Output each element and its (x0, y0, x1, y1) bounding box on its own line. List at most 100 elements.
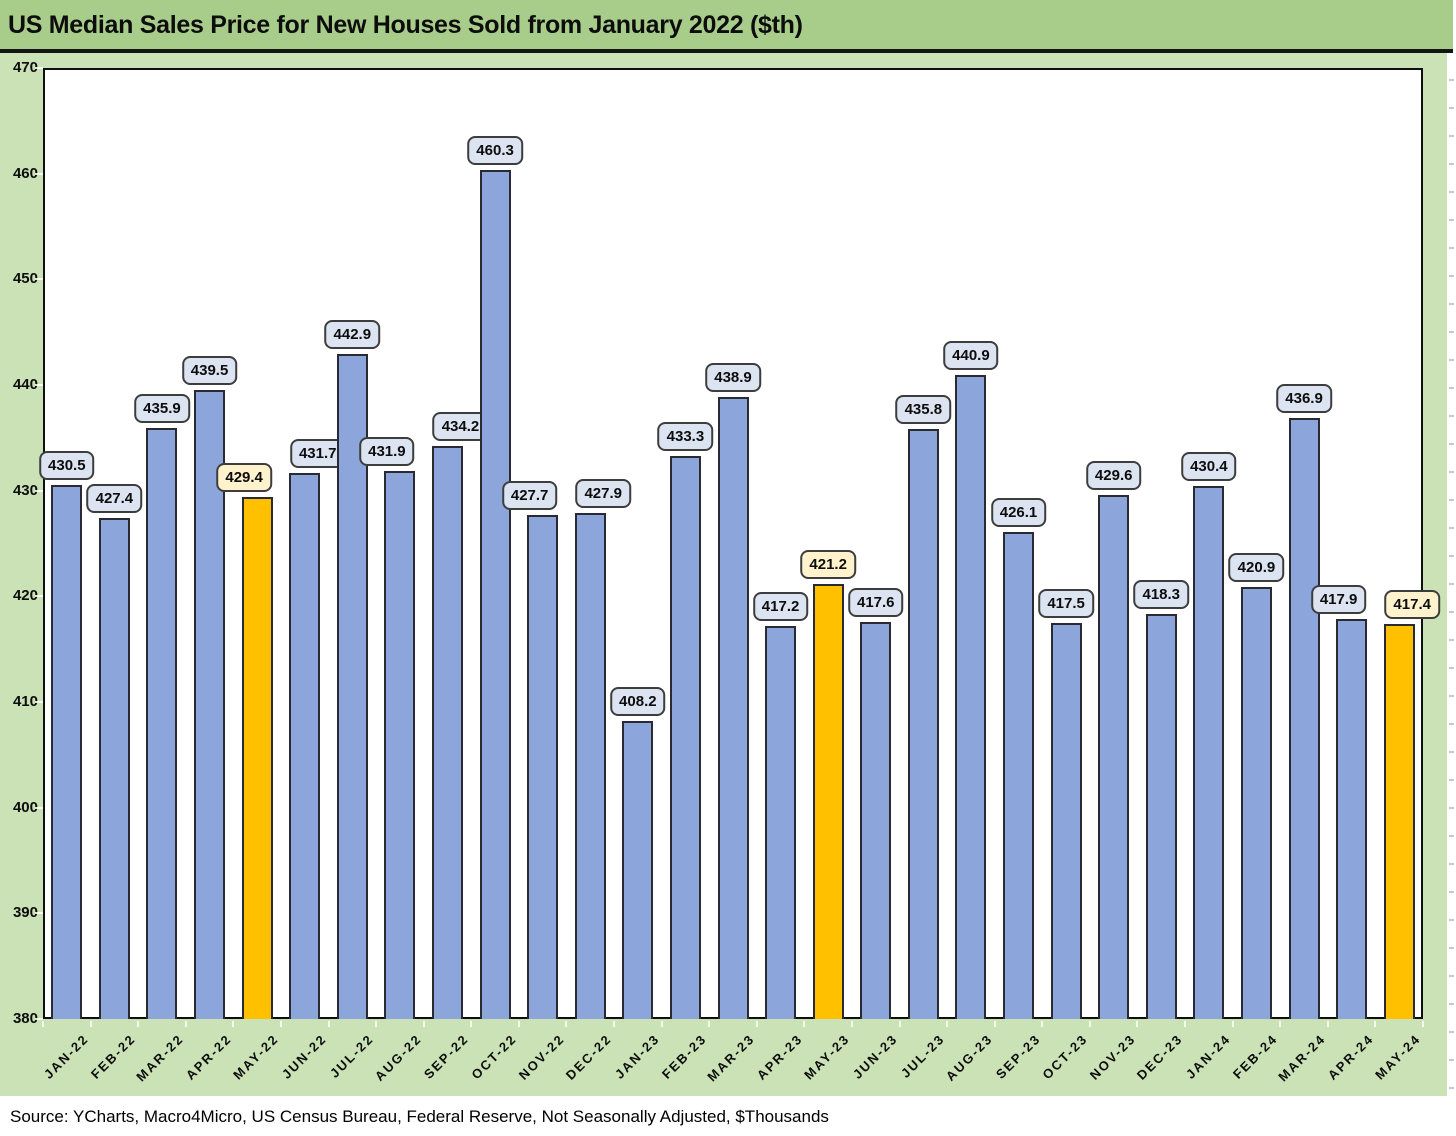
bar-value-label: 442.9 (324, 320, 381, 350)
x-axis-tick (1374, 1021, 1377, 1027)
x-axis-tick (1041, 1021, 1044, 1027)
bar (289, 472, 321, 1019)
bar-value-label: 427.7 (501, 480, 558, 510)
x-axis-tick (898, 1021, 901, 1027)
bar (336, 354, 368, 1019)
bar (98, 518, 130, 1019)
x-axis-tick (850, 1021, 853, 1027)
bar-value-label: 420.9 (1228, 552, 1285, 582)
bar-value-label: 435.9 (134, 394, 190, 424)
x-axis-tick (517, 1021, 520, 1027)
bar (1098, 494, 1130, 1019)
x-axis-tick (470, 1021, 473, 1027)
x-axis-tick (137, 1021, 140, 1027)
x-axis-tick (422, 1021, 425, 1027)
y-axis-label: 390 (12, 904, 38, 922)
x-axis-tick (1326, 1021, 1329, 1027)
x-axis-tick (1422, 1021, 1424, 1027)
bar (1193, 486, 1225, 1019)
bar (955, 375, 987, 1019)
bar-value-label: 438.9 (705, 362, 761, 392)
bar-value-label: 418.3 (1133, 580, 1190, 610)
bar (907, 429, 939, 1019)
bar-highlighted (241, 497, 273, 1019)
chart-title: US Median Sales Price for New Houses Sol… (8, 11, 803, 39)
bar-value-label: 433.3 (657, 421, 714, 451)
y-axis-tick (35, 806, 43, 809)
bar-value-label: 439.5 (181, 356, 238, 386)
y-axis-tick (35, 384, 43, 386)
bar-value-label: 431.9 (359, 436, 415, 466)
bar (1240, 586, 1272, 1019)
bar-value-label: 436.9 (1276, 383, 1332, 413)
bar-value-label: 435.8 (895, 395, 952, 425)
right-edge-gridmarks (1447, 53, 1456, 1096)
bar-value-label: 427.9 (575, 478, 632, 508)
bar-value-label: 427.4 (86, 484, 143, 514)
bar (669, 455, 701, 1019)
y-axis-label: 440 (12, 376, 38, 393)
x-axis-tick (327, 1021, 330, 1027)
y-axis-label: 400 (12, 798, 38, 816)
x-axis-tick (232, 1021, 235, 1027)
bar (1336, 618, 1368, 1019)
bar (1050, 622, 1082, 1019)
bar (146, 428, 178, 1019)
y-axis-tick (35, 172, 43, 175)
bar-value-label: 460.3 (467, 136, 523, 166)
bar-highlighted (1383, 623, 1415, 1019)
x-axis-tick (993, 1021, 996, 1027)
x-axis-tick (613, 1021, 616, 1027)
bar-highlighted (812, 583, 844, 1019)
bar-value-label: 417.2 (752, 591, 809, 621)
bar (717, 396, 749, 1019)
title-underline (0, 49, 1453, 53)
bar (1288, 417, 1320, 1019)
bar-value-label: 440.9 (943, 341, 999, 371)
bar (479, 170, 511, 1019)
y-axis-label: 420 (12, 587, 38, 605)
chart-title-band: US Median Sales Price for New Houses Sol… (0, 0, 1453, 49)
bar (431, 446, 463, 1019)
bar (51, 485, 83, 1019)
source-note: Source: YCharts, Macro4Micro, US Census … (10, 1107, 829, 1126)
bar-value-label: 430.4 (1181, 452, 1237, 482)
bar (765, 625, 797, 1019)
bar-value-label: 429.6 (1085, 460, 1142, 490)
bar (860, 621, 892, 1019)
y-axis-tick (35, 489, 43, 492)
x-axis-tick (42, 1021, 44, 1027)
y-axis-label: 460 (12, 164, 38, 182)
y-axis-label: 410 (12, 693, 38, 710)
bar-value-label: 421.2 (800, 549, 856, 579)
bar-value-label: 408.2 (610, 687, 666, 717)
x-axis-tick (375, 1021, 378, 1027)
bar (1145, 614, 1177, 1019)
y-axis-tick (35, 278, 43, 281)
y-axis-tick (35, 701, 43, 703)
bar-value-label: 417.5 (1038, 588, 1094, 618)
x-axis-tick (660, 1021, 663, 1027)
bar (384, 470, 416, 1019)
bar-value-label: 426.1 (990, 497, 1047, 527)
x-axis-tick (755, 1021, 758, 1027)
x-axis-tick (1088, 1021, 1091, 1027)
bar-value-label: 431.7 (289, 438, 346, 468)
source-band: Source: YCharts, Macro4Micro, US Census … (0, 1096, 1456, 1136)
y-axis-tick (35, 67, 43, 69)
bar (194, 390, 226, 1019)
x-axis-tick (1184, 1021, 1187, 1027)
y-axis-label: 380 (12, 1010, 38, 1027)
y-axis-tick (35, 595, 43, 598)
x-axis-tick (279, 1021, 282, 1027)
bar-value-label: 429.4 (216, 463, 272, 492)
x-axis-tick (1136, 1021, 1139, 1027)
bar-value-label: 417.4 (1384, 589, 1440, 619)
bar-value-label: 417.9 (1310, 584, 1367, 614)
y-axis-label: 430 (12, 481, 38, 499)
y-axis-label: 450 (12, 270, 38, 288)
x-axis-tick (184, 1021, 187, 1027)
bar (622, 721, 654, 1019)
bar (1003, 531, 1035, 1019)
